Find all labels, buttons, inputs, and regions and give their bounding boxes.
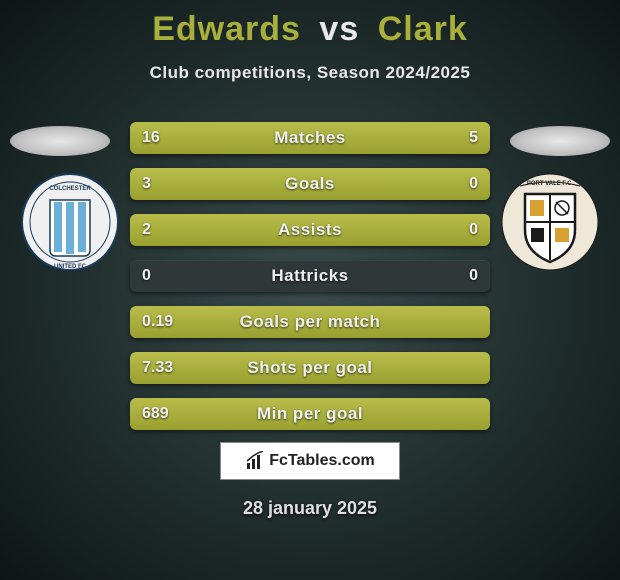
player1-head-silhouette: [10, 126, 110, 156]
vs-separator: vs: [319, 10, 359, 48]
stat-row: 165Matches: [130, 122, 490, 154]
stat-label: Matches: [130, 122, 490, 154]
stat-row: 689Min per goal: [130, 398, 490, 430]
player1-name: Edwards: [152, 10, 301, 48]
stat-label: Assists: [130, 214, 490, 246]
stat-row: 0.19Goals per match: [130, 306, 490, 338]
stat-label: Hattricks: [130, 260, 490, 292]
brand-text: FcTables.com: [269, 452, 375, 470]
colchester-badge-icon: COLCHESTER UNITED FC: [20, 172, 120, 272]
footer-date: 28 january 2025: [0, 498, 620, 519]
stat-row: 7.33Shots per goal: [130, 352, 490, 384]
comparison-title: Edwards vs Clark: [0, 0, 620, 49]
stat-label: Goals per match: [130, 306, 490, 338]
svg-text:UNITED FC: UNITED FC: [54, 264, 87, 270]
stat-label: Goals: [130, 168, 490, 200]
player2-head-silhouette: [510, 126, 610, 156]
club-badge-left: COLCHESTER UNITED FC: [20, 172, 120, 272]
stat-row: 00Hattricks: [130, 260, 490, 292]
player2-name: Clark: [378, 10, 468, 48]
stat-label: Min per goal: [130, 398, 490, 430]
stat-label: Shots per goal: [130, 352, 490, 384]
fctables-logo: FcTables.com: [220, 442, 400, 480]
svg-text:PORT VALE F.C.: PORT VALE F.C.: [527, 181, 574, 187]
stat-row: 30Goals: [130, 168, 490, 200]
port-vale-badge-icon: PORT VALE F.C.: [500, 172, 600, 272]
chart-icon: [245, 451, 265, 471]
club-badge-right: PORT VALE F.C.: [500, 172, 600, 272]
svg-text:COLCHESTER: COLCHESTER: [49, 186, 91, 192]
subtitle: Club competitions, Season 2024/2025: [0, 63, 620, 83]
stat-row: 20Assists: [130, 214, 490, 246]
stats-container: 165Matches 30Goals 20Assists 00Hattricks 0.1…: [130, 122, 490, 444]
